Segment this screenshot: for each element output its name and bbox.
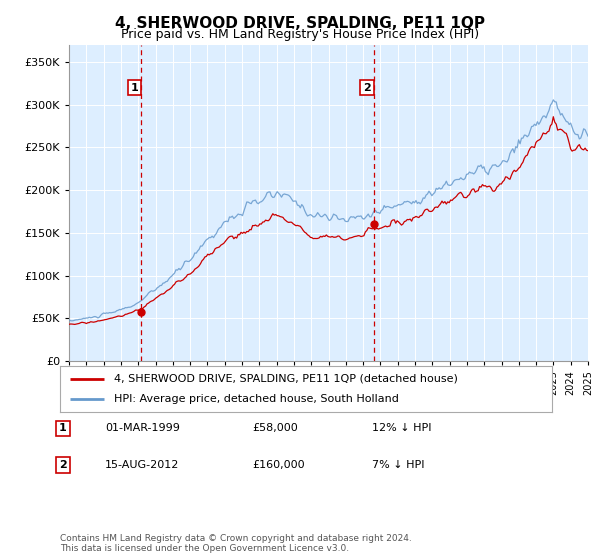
Text: 4, SHERWOOD DRIVE, SPALDING, PE11 1QP: 4, SHERWOOD DRIVE, SPALDING, PE11 1QP (115, 16, 485, 31)
Text: 2: 2 (59, 460, 67, 470)
Text: £58,000: £58,000 (252, 423, 298, 433)
Text: HPI: Average price, detached house, South Holland: HPI: Average price, detached house, Sout… (114, 394, 399, 404)
Text: 7% ↓ HPI: 7% ↓ HPI (372, 460, 425, 470)
Text: 1: 1 (130, 82, 138, 92)
Text: 01-MAR-1999: 01-MAR-1999 (105, 423, 180, 433)
Text: 15-AUG-2012: 15-AUG-2012 (105, 460, 179, 470)
Text: Contains HM Land Registry data © Crown copyright and database right 2024.
This d: Contains HM Land Registry data © Crown c… (60, 534, 412, 553)
Text: 2: 2 (363, 82, 371, 92)
Text: £160,000: £160,000 (252, 460, 305, 470)
Text: 1: 1 (59, 423, 67, 433)
Text: 4, SHERWOOD DRIVE, SPALDING, PE11 1QP (detached house): 4, SHERWOOD DRIVE, SPALDING, PE11 1QP (d… (114, 374, 458, 384)
Text: 12% ↓ HPI: 12% ↓ HPI (372, 423, 431, 433)
Text: Price paid vs. HM Land Registry's House Price Index (HPI): Price paid vs. HM Land Registry's House … (121, 28, 479, 41)
